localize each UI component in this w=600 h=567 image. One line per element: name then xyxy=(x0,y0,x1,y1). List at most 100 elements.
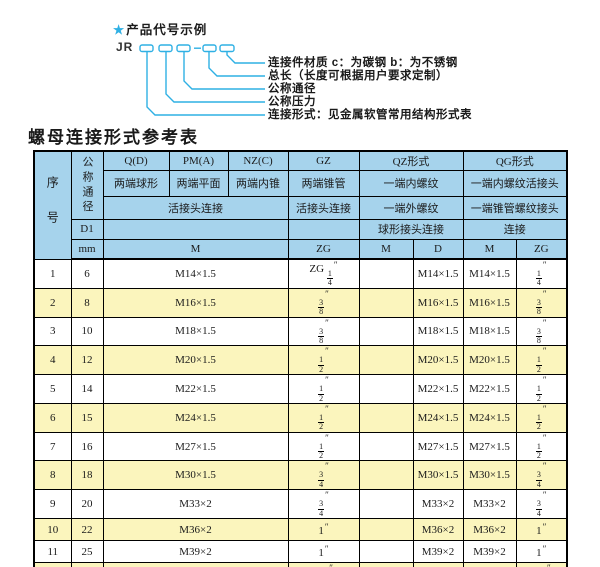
cell-dn: 25 xyxy=(70,540,104,564)
cell-no: 10 xyxy=(33,518,72,542)
cell-gz: 1 2 ″ xyxy=(287,374,360,404)
cell-qz_d: M22×1.5 xyxy=(412,374,464,404)
cell-no: 7 xyxy=(33,431,72,462)
cell-qg_zg: 3 8 ″ xyxy=(515,316,568,347)
cell-qz_m xyxy=(358,287,414,318)
cell-dn: 16 xyxy=(70,431,104,462)
header-col-pm: PM(A) xyxy=(168,150,229,171)
table-row: 7 16 M27×1.5 1 2 ″ M27×1.5 M27×1.5 1 2 ″ xyxy=(33,431,568,462)
star-icon: ★ xyxy=(113,23,126,37)
cell-qg_m: M39×2 xyxy=(462,540,517,564)
cell-gz: 3 8 ″ xyxy=(287,287,360,318)
header-col-q: Q(D) xyxy=(102,150,170,171)
cell-gz: 1 2 ″ xyxy=(287,431,360,462)
cell-m: M16×1.5 xyxy=(102,287,289,318)
cell-qg_m: M36×2 xyxy=(462,518,517,542)
cell-gz: 1″ xyxy=(287,518,360,542)
code-box xyxy=(176,44,191,53)
cell-qz_m xyxy=(358,258,414,289)
cell-qz_m xyxy=(358,489,414,520)
header-col-nz: NZ(C) xyxy=(227,150,289,171)
cell-qg_m: M45×2 xyxy=(462,562,517,567)
cell-qg_m: M20×1.5 xyxy=(462,345,517,376)
header-gz-conn: 活接头连接 xyxy=(287,195,360,220)
cell-qz_d: M30×1.5 xyxy=(412,460,464,491)
cell-no: 8 xyxy=(33,460,72,491)
cell-no: 1 xyxy=(33,258,72,289)
cell-gz: 1 14″ xyxy=(287,562,360,567)
cell-qz_m xyxy=(358,562,414,567)
cell-qz_d: M20×1.5 xyxy=(412,345,464,376)
cell-qg_zg: 1 14″ xyxy=(515,562,568,567)
header-col-qz: QZ形式 xyxy=(358,150,464,171)
cell-dn: 14 xyxy=(70,374,104,404)
cell-dn: 22 xyxy=(70,518,104,542)
cell-m: M30×1.5 xyxy=(102,460,289,491)
cell-qg_zg: 3 4 ″ xyxy=(515,460,568,491)
header-nz-desc: 两端内锥 xyxy=(227,169,289,197)
cell-no: 5 xyxy=(33,374,72,404)
header-empty xyxy=(287,218,360,240)
header-mm: mm xyxy=(70,238,104,260)
leader-line xyxy=(183,51,265,90)
header-qz-conn: 球形接头连接 xyxy=(358,218,464,240)
cell-qz_m xyxy=(358,540,414,564)
cell-dn: 20 xyxy=(70,489,104,520)
code-box xyxy=(158,44,173,53)
cell-m: M27×1.5 xyxy=(102,431,289,462)
cell-qg_m: M22×1.5 xyxy=(462,374,517,404)
cell-dn: 10 xyxy=(70,316,104,347)
cell-qz_m xyxy=(358,518,414,542)
cell-no: 6 xyxy=(33,402,72,433)
header-col-qg: QG形式 xyxy=(462,150,568,171)
cell-m: M39×2 xyxy=(102,540,289,564)
header-qg-desc2: 一端锥管螺纹接头 xyxy=(462,195,568,220)
cell-gz: 1 2 ″ xyxy=(287,345,360,376)
header-pm-desc: 两端平面 xyxy=(168,169,229,197)
cell-gz: 3 8 ″ xyxy=(287,316,360,347)
cell-qg_zg: 1″ xyxy=(515,518,568,542)
cell-dn: 18 xyxy=(70,460,104,491)
cell-qz_d: M36×2 xyxy=(412,518,464,542)
cell-no: 11 xyxy=(33,540,72,564)
cell-m: M14×1.5 xyxy=(102,258,289,289)
header-union-conn: 活接头连接 xyxy=(102,195,289,220)
product-code-title: 产品代号示例 xyxy=(126,23,208,37)
cell-no: 9 xyxy=(33,489,72,520)
cell-qg_zg: 3 4 ″ xyxy=(515,489,568,520)
header-qz-m: M xyxy=(358,238,414,260)
leader-line xyxy=(165,51,265,103)
cell-qz_m xyxy=(358,345,414,376)
code-label-diameter: 公称通径 xyxy=(268,82,316,95)
header-col-gz: GZ xyxy=(287,150,360,171)
cell-no: 4 xyxy=(33,345,72,376)
header-qz-desc1: 一端内螺纹 xyxy=(358,169,464,197)
cell-m: M18×1.5 xyxy=(102,316,289,347)
table-title: 螺母连接形式参考表 xyxy=(28,128,199,147)
header-empty xyxy=(102,218,289,240)
table-row: 1232M45×21 14″ M45×2M45×21 14″ xyxy=(33,562,568,567)
cell-qg_m: M27×1.5 xyxy=(462,431,517,462)
cell-qz_m xyxy=(358,374,414,404)
cell-m: M33×2 xyxy=(102,489,289,520)
cell-qz_d: M39×2 xyxy=(412,540,464,564)
cell-qg_m: M18×1.5 xyxy=(462,316,517,347)
cell-qz_d: M18×1.5 xyxy=(412,316,464,347)
leader-line xyxy=(226,51,265,64)
cell-m: M45×2 xyxy=(102,562,289,567)
header-qz-d: D xyxy=(412,238,464,260)
header-d1: D1 xyxy=(70,218,104,240)
code-label-material: 连接件材质 c：为碳钢 b：为不锈钢 xyxy=(268,56,458,69)
cell-qz_d: M16×1.5 xyxy=(412,287,464,318)
code-label-connection: 连接形式：见金属软管常用结构形式表 xyxy=(268,108,472,121)
header-qg-desc1: 一端内螺纹活接头 xyxy=(462,169,568,197)
